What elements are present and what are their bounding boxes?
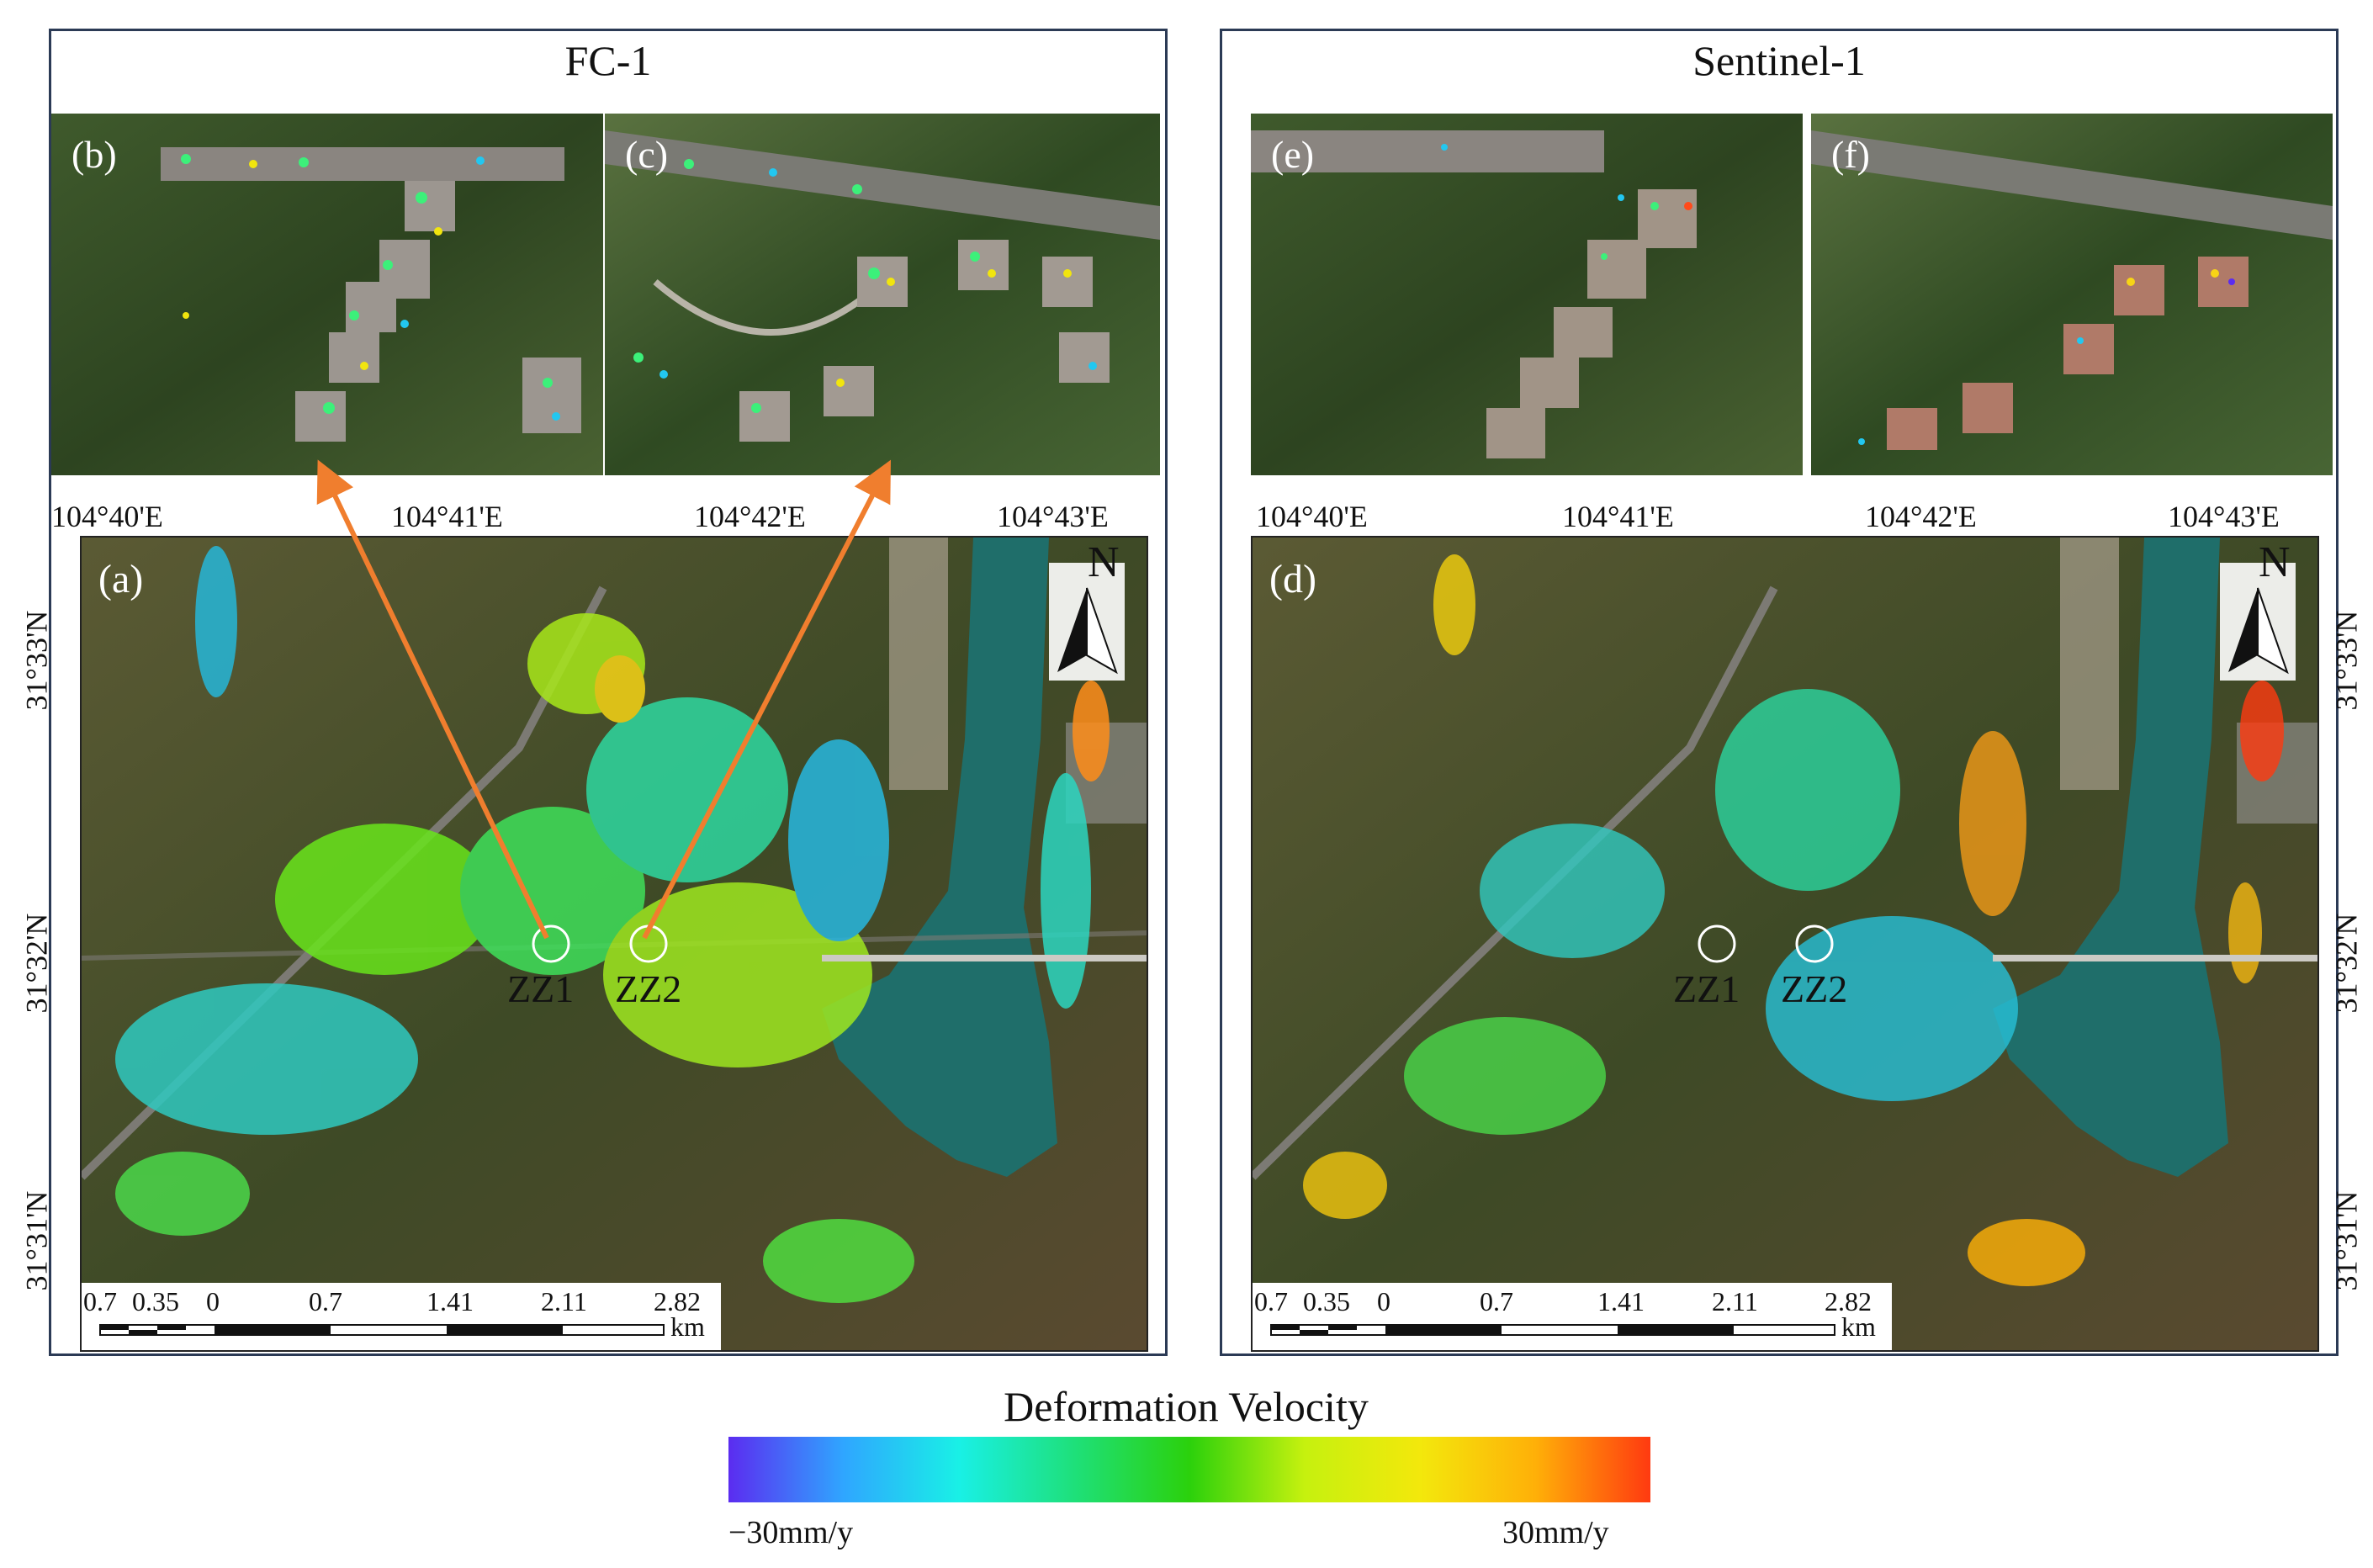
lat-tick-label: 31°31'N — [2329, 1190, 2364, 1291]
aerial-image — [605, 114, 1160, 475]
lat-tick-label: 31°32'N — [2329, 913, 2364, 1014]
scale-tick: 0 — [1377, 1286, 1390, 1316]
map-label: (d) — [1269, 557, 1316, 601]
inset-b: (b) — [51, 114, 603, 475]
panel-title: FC-1 — [564, 37, 652, 84]
lon-tick-label: 104°42'E — [1865, 500, 1977, 533]
scale-unit: km — [1841, 1311, 1876, 1342]
inset-label: (c) — [625, 133, 669, 176]
scale-tick: 0.7 — [309, 1286, 342, 1316]
scale-tick: 1.41 — [1597, 1286, 1645, 1316]
inset-label: (e) — [1271, 133, 1315, 176]
scale-tick: 1.41 — [426, 1286, 474, 1316]
scale-tick: 0 — [206, 1286, 220, 1316]
aerial-image — [1251, 114, 1803, 475]
inset-e: (e) — [1251, 114, 1803, 475]
map-a: (a) N ZZ1 ZZ2 0.7 0.35 0 0.7 1.41 2.11 2… — [80, 536, 1148, 1352]
inset-f: (f) — [1811, 114, 2333, 475]
map-d: (d) N ZZ1 ZZ2 0.7 0.35 0 0.7 1.41 2.11 2… — [1251, 536, 2319, 1352]
scale-tick: 0.7 — [1480, 1286, 1513, 1316]
deformation-map — [1253, 538, 2317, 1350]
scale-tick: 0.35 — [132, 1286, 179, 1316]
map-label: (a) — [98, 557, 144, 601]
lon-tick-label: 104°40'E — [51, 500, 163, 533]
north-label: N — [1088, 538, 1120, 586]
aerial-image — [51, 114, 603, 475]
scale-tick: 0.7 — [1254, 1286, 1288, 1316]
legend-max-label: 30mm/y — [1502, 1515, 1609, 1550]
aerial-image — [1811, 114, 2333, 475]
site-label-zz2: ZZ2 — [615, 967, 682, 1010]
scale-bar: 0.7 0.35 0 0.7 1.41 2.11 2.82 km — [82, 1283, 721, 1350]
scale-tick: 2.82 — [654, 1286, 701, 1316]
scale-bar-graphic — [1270, 1324, 1835, 1336]
north-label: N — [2259, 538, 2291, 586]
lon-tick-label: 104°41'E — [1562, 500, 1674, 533]
lon-tick-label: 104°43'E — [2168, 500, 2280, 533]
inset-c: (c) — [605, 114, 1160, 475]
scale-tick: 0.7 — [83, 1286, 117, 1316]
scale-bar-graphic — [99, 1324, 665, 1336]
lon-tick-label: 104°43'E — [997, 500, 1109, 533]
scale-bar: 0.7 0.35 0 0.7 1.41 2.11 2.82 km — [1253, 1283, 1892, 1350]
lat-tick-label: 31°31'N — [19, 1190, 54, 1291]
lat-tick-label: 31°33'N — [19, 610, 54, 711]
panel-sentinel1: Sentinel-1 (e) — [1220, 29, 2339, 1356]
lon-tick-label: 104°41'E — [391, 500, 503, 533]
scale-tick: 2.11 — [541, 1286, 587, 1316]
site-label-zz1: ZZ1 — [1673, 967, 1740, 1010]
legend-colorbar — [728, 1437, 1650, 1502]
panel-title: Sentinel-1 — [1692, 37, 1866, 84]
site-label-zz2: ZZ2 — [1781, 967, 1848, 1010]
scale-unit: km — [670, 1311, 705, 1342]
lat-tick-label: 31°33'N — [2329, 610, 2364, 711]
lat-tick-label: 31°32'N — [19, 913, 54, 1014]
deformation-map — [82, 538, 1147, 1350]
legend-title: Deformation Velocity — [1004, 1383, 1369, 1430]
lon-tick-label: 104°42'E — [694, 500, 806, 533]
legend-min-label: −30mm/y — [728, 1515, 854, 1550]
inset-label: (f) — [1831, 133, 1870, 176]
lon-tick-label: 104°40'E — [1256, 500, 1368, 533]
site-label-zz1: ZZ1 — [507, 967, 575, 1010]
scale-tick: 2.82 — [1825, 1286, 1872, 1316]
inset-label: (b) — [72, 133, 117, 176]
scale-tick: 2.11 — [1712, 1286, 1758, 1316]
panel-fc1: FC-1 (b) — [49, 29, 1168, 1356]
scale-tick: 0.35 — [1303, 1286, 1350, 1316]
